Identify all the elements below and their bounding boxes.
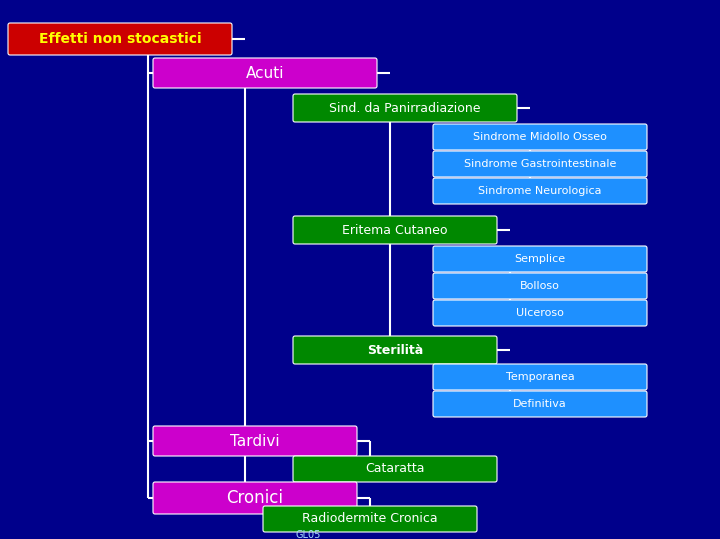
FancyBboxPatch shape <box>433 178 647 204</box>
Text: Semplice: Semplice <box>514 254 566 264</box>
Text: Sind. da Panirradiazione: Sind. da Panirradiazione <box>329 101 481 114</box>
FancyBboxPatch shape <box>433 391 647 417</box>
Text: Sindrome Midollo Osseo: Sindrome Midollo Osseo <box>473 132 607 142</box>
FancyBboxPatch shape <box>433 124 647 150</box>
FancyBboxPatch shape <box>153 426 357 456</box>
Text: Definitiva: Definitiva <box>513 399 567 409</box>
Text: Cataratta: Cataratta <box>365 462 425 475</box>
FancyBboxPatch shape <box>293 216 497 244</box>
FancyBboxPatch shape <box>153 482 357 514</box>
FancyBboxPatch shape <box>8 23 232 55</box>
FancyBboxPatch shape <box>433 246 647 272</box>
Text: Sterilità: Sterilità <box>367 343 423 356</box>
Text: GL05: GL05 <box>295 530 320 539</box>
FancyBboxPatch shape <box>263 506 477 532</box>
Text: Sindrome Neurologica: Sindrome Neurologica <box>478 186 602 196</box>
Text: Ulceroso: Ulceroso <box>516 308 564 318</box>
Text: Cronici: Cronici <box>227 489 284 507</box>
FancyBboxPatch shape <box>433 364 647 390</box>
Text: Tardivi: Tardivi <box>230 433 280 448</box>
Text: Temporanea: Temporanea <box>505 372 575 382</box>
FancyBboxPatch shape <box>153 58 377 88</box>
FancyBboxPatch shape <box>433 151 647 177</box>
Text: Acuti: Acuti <box>246 66 284 80</box>
Text: Effetti non stocastici: Effetti non stocastici <box>39 32 202 46</box>
FancyBboxPatch shape <box>293 336 497 364</box>
Text: Sindrome Gastrointestinale: Sindrome Gastrointestinale <box>464 159 616 169</box>
FancyBboxPatch shape <box>433 273 647 299</box>
Text: Eritema Cutaneo: Eritema Cutaneo <box>342 224 448 237</box>
FancyBboxPatch shape <box>433 300 647 326</box>
FancyBboxPatch shape <box>293 94 517 122</box>
FancyBboxPatch shape <box>293 456 497 482</box>
Text: Radiodermite Cronica: Radiodermite Cronica <box>302 513 438 526</box>
Text: Bolloso: Bolloso <box>520 281 560 291</box>
